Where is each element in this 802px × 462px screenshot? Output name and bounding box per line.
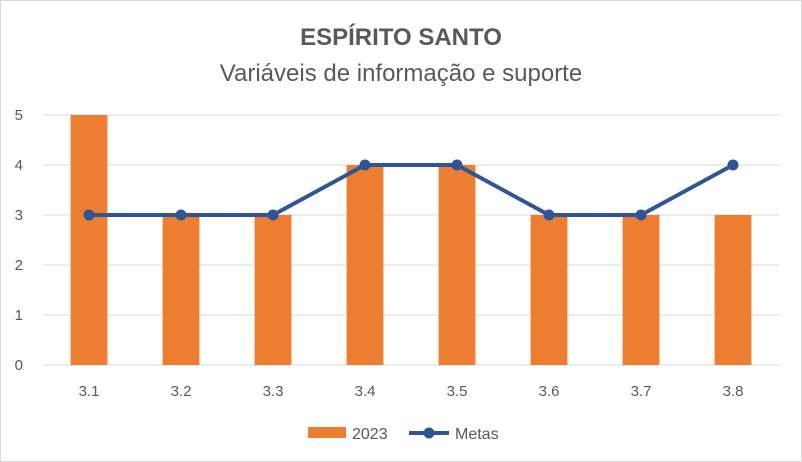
gridlines [43,114,779,366]
y-tick-label: 2 [15,257,23,274]
y-axis-ticks: 0 1 2 3 4 5 [15,107,23,374]
x-tick-label: 3.7 [631,383,652,400]
x-tick-label: 3.1 [79,383,100,400]
legend: 2023 Metas [308,426,499,443]
metas-point-3.2 [175,209,187,221]
bar-series [70,115,752,365]
legend-label-metas: Metas [455,426,499,443]
y-tick-label: 3 [15,207,23,224]
bar-2023-3.2 [162,215,200,365]
bar-2023-3.3 [254,215,292,365]
legend-swatch-2023 [308,427,346,438]
y-tick-label: 4 [15,157,23,174]
metas-point-3.6 [543,209,555,221]
y-tick-label: 0 [15,357,23,374]
x-tick-label: 3.8 [723,383,744,400]
metas-line [89,163,734,217]
legend-marker-metas [423,427,435,439]
x-tick-label: 3.4 [355,383,376,400]
legend-label-2023: 2023 [352,426,388,443]
metas-point-3.3 [267,209,279,221]
chart-subtitle: Variáveis de informação e suporte [220,60,582,87]
y-tick-label: 1 [15,307,23,324]
x-tick-label: 3.6 [539,383,560,400]
metas-point-3.4 [359,159,371,171]
chart-title: ESPÍRITO SANTO [300,23,502,51]
metas-point-3.8 [727,159,739,171]
bar-2023-3.1 [70,115,108,365]
y-tick-label: 5 [15,107,23,124]
x-tick-label: 3.3 [263,383,284,400]
x-tick-label: 3.2 [171,383,192,400]
bar-2023-3.5 [438,165,476,365]
bar-2023-3.7 [622,215,660,365]
x-axis-ticks: 3.1 3.2 3.3 3.4 3.5 3.6 3.7 3.8 [79,383,744,400]
line-series [83,159,739,221]
metas-point-3.1 [83,209,95,221]
metas-point-3.5 [451,159,463,171]
bar-2023-3.4 [346,165,384,365]
bar-2023-3.6 [530,215,568,365]
bar-2023-3.8 [714,215,752,365]
metas-point-3.7 [635,209,647,221]
x-tick-label: 3.5 [447,383,468,400]
